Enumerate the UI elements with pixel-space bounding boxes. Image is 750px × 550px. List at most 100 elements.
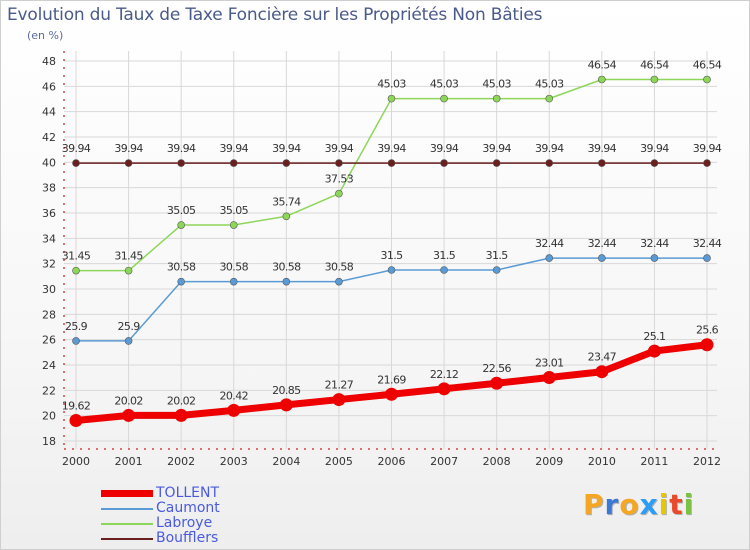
data-label-tollent: 21.27: [325, 379, 354, 392]
data-label-caumont: 30.58: [325, 261, 354, 274]
data-label-caumont: 31.5: [486, 249, 509, 262]
data-point-boufflers: [124, 159, 133, 167]
data-label-boufflers: 39.94: [220, 142, 249, 155]
data-point-boufflers: [598, 159, 606, 167]
data-point-boufflers: [545, 159, 554, 167]
x-tick-label: 2002: [167, 455, 195, 468]
logo-letter: o: [619, 488, 640, 521]
data-point-boufflers: [440, 159, 448, 167]
x-tick-label: 2006: [378, 455, 406, 468]
data-label-tollent: 20.42: [220, 389, 249, 402]
legend-swatch: [101, 490, 153, 497]
y-tick-label: 44: [42, 106, 56, 119]
data-point-tollent: [279, 398, 293, 412]
x-tick-label: 2012: [693, 455, 721, 468]
x-tick-label: 2011: [640, 455, 668, 468]
data-point-tollent: [69, 413, 83, 427]
legend-label: Boufflers: [156, 530, 219, 546]
data-label-tollent: 25.6: [696, 324, 719, 337]
y-tick-label: 26: [42, 334, 56, 347]
data-label-tollent: 23.01: [535, 357, 564, 370]
x-tick-label: 2010: [588, 455, 616, 468]
data-point-labroye: [282, 212, 291, 221]
x-tick-label: 2001: [115, 455, 143, 468]
data-point-caumont: [650, 254, 659, 262]
data-point-caumont: [440, 266, 448, 274]
data-label-boufflers: 39.94: [640, 142, 669, 155]
data-point-boufflers: [335, 159, 343, 167]
data-point-caumont: [598, 254, 606, 262]
data-point-labroye: [440, 94, 448, 103]
legend-swatch: [101, 523, 153, 525]
data-point-tollent: [385, 387, 398, 401]
y-tick-label: 42: [42, 131, 56, 144]
data-point-tollent: [437, 382, 451, 396]
x-tick-label: 2009: [535, 455, 563, 468]
data-point-boufflers: [650, 159, 659, 167]
data-label-tollent: 19.62: [62, 399, 91, 412]
data-point-caumont: [335, 277, 343, 286]
y-tick-label: 20: [42, 410, 56, 423]
data-point-tollent: [595, 365, 609, 379]
logo-letter: r: [604, 488, 620, 521]
data-label-labroye: 46.54: [588, 58, 617, 71]
data-label-boufflers: 39.94: [588, 142, 617, 155]
y-tick-label: 34: [42, 232, 56, 245]
data-label-caumont: 31.5: [380, 249, 403, 262]
y-tick-label: 32: [42, 258, 56, 271]
data-point-tollent: [122, 408, 136, 422]
data-label-labroye: 35.05: [220, 204, 249, 217]
data-point-labroye: [124, 266, 133, 275]
data-point-caumont: [545, 254, 554, 262]
data-label-tollent: 20.02: [167, 394, 196, 407]
data-label-labroye: 45.03: [535, 78, 564, 91]
data-label-labroye: 45.03: [377, 78, 406, 91]
y-tick-label: 38: [42, 182, 56, 195]
y-tick-label: 18: [42, 435, 56, 448]
chart-subtitle: (en %): [27, 29, 64, 42]
data-point-caumont: [492, 266, 501, 274]
legend-label: Labroye: [156, 515, 213, 531]
data-point-labroye: [335, 189, 343, 198]
data-point-tollent: [332, 393, 346, 407]
y-tick-label: 46: [42, 80, 56, 93]
legend-label: Caumont: [156, 500, 220, 516]
data-label-labroye: 31.45: [62, 250, 91, 263]
data-point-tollent: [647, 344, 661, 358]
data-point-boufflers: [492, 159, 501, 167]
data-point-labroye: [598, 75, 606, 84]
x-tick-label: 2000: [62, 455, 90, 468]
proxiti-logo: Proxiti: [583, 488, 694, 521]
x-tick-label: 2008: [483, 455, 511, 468]
y-tick-label: 36: [42, 207, 56, 220]
data-label-tollent: 22.12: [430, 368, 459, 381]
data-point-boufflers: [387, 159, 396, 167]
data-label-boufflers: 39.94: [535, 142, 564, 155]
x-tick-label: 2005: [325, 455, 353, 468]
data-label-caumont: 32.44: [535, 237, 564, 250]
data-label-labroye: 46.54: [640, 58, 669, 71]
legend-swatch: [101, 508, 153, 510]
data-point-tollent: [542, 371, 556, 385]
chart-title: Evolution du Taux de Taxe Foncière sur l…: [7, 5, 543, 25]
logo-letter: i: [683, 488, 695, 521]
data-label-labroye: 31.45: [114, 250, 143, 263]
data-label-labroye: 37.53: [325, 173, 354, 186]
y-tick-label: 48: [42, 55, 56, 68]
data-label-boufflers: 39.94: [114, 142, 143, 155]
logo-letter: i: [658, 488, 670, 521]
data-point-labroye: [650, 75, 659, 84]
data-point-tollent: [700, 338, 714, 352]
data-point-labroye: [177, 221, 185, 229]
data-label-caumont: 25.9: [65, 320, 88, 333]
data-point-boufflers: [177, 159, 185, 167]
data-point-tollent: [174, 408, 188, 422]
data-point-boufflers: [229, 159, 238, 167]
data-label-tollent: 25.1: [643, 330, 665, 343]
y-tick-label: 24: [42, 359, 56, 372]
data-label-caumont: 32.44: [693, 237, 722, 250]
data-label-boufflers: 39.94: [272, 142, 301, 155]
data-label-caumont: 25.9: [118, 320, 141, 333]
y-tick-label: 40: [42, 156, 56, 169]
